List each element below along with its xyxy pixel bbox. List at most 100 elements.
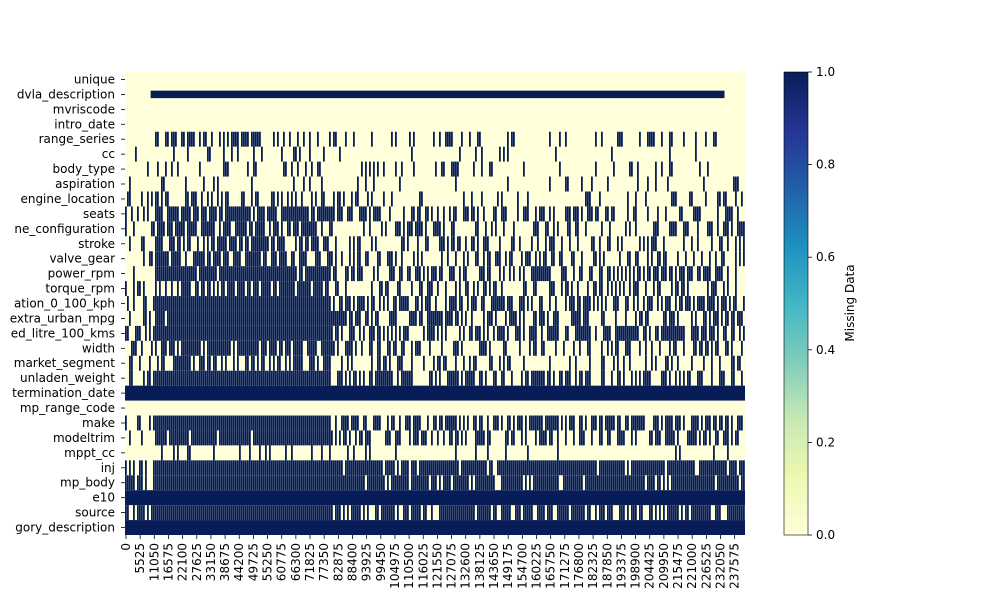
heatmap-cell [303,430,305,446]
heatmap-cell [523,325,525,341]
heatmap-cell [661,460,663,476]
heatmap-cell [191,221,193,237]
x-tick-label: 116025 [416,543,430,589]
heatmap-cell [267,325,269,341]
heatmap-cell [619,430,621,446]
heatmap-cell [451,505,453,521]
heatmap-cell [165,251,167,267]
heatmap-cell [477,236,479,252]
heatmap-cell [575,206,577,222]
heatmap-cell [243,191,245,207]
heatmap-cell [185,430,187,446]
heatmap-cell [693,251,695,267]
heatmap-cell [563,505,565,521]
heatmap-cell [515,505,517,521]
heatmap-cell [485,281,487,297]
heatmap-cell [631,370,633,386]
heatmap-cell [241,430,243,446]
heatmap-cell [429,281,431,297]
heatmap-cell [195,281,197,297]
heatmap-row [129,355,741,371]
heatmap-cell [337,206,339,222]
heatmap-cell [719,370,721,386]
heatmap-cell [465,370,467,386]
y-tick-label: unladen_weight [20,371,115,385]
heatmap-cell [247,236,249,252]
heatmap-cell [207,415,209,431]
heatmap-cell [723,296,725,311]
heatmap-cell [709,430,711,446]
heatmap-cell [513,266,515,282]
heatmap-cell [467,251,469,267]
heatmap-cell [639,131,641,147]
heatmap-cell [377,370,379,386]
heatmap-cell [555,310,557,326]
heatmap-cell [701,251,703,267]
heatmap-cell [503,146,505,162]
heatmap-cell [571,310,573,326]
heatmap-cell [293,266,295,282]
heatmap-cell [361,340,363,356]
heatmap-cell [387,340,389,356]
heatmap-cell [267,475,269,491]
heatmap-cell [177,221,179,237]
heatmap-cell [311,355,313,371]
heatmap-cell [667,325,669,341]
heatmap-cell [539,370,541,386]
heatmap-cell [307,415,309,431]
heatmap-cell [155,370,157,386]
heatmap-cell [583,430,585,446]
heatmap-cell [349,370,351,386]
heatmap-cell [197,281,199,297]
heatmap-cell [175,221,177,237]
heatmap-cell [429,296,431,311]
heatmap-cell [239,206,241,222]
heatmap-cell [329,296,331,311]
heatmap-cell [249,445,251,461]
heatmap-cell [171,370,173,386]
heatmap-cell [533,475,535,491]
heatmap-cell [273,340,275,356]
heatmap-cell [195,475,197,491]
heatmap-cell [697,370,699,386]
heatmap-cell [379,251,381,267]
heatmap-cell [731,221,733,237]
heatmap-cell [435,310,437,326]
heatmap-cell [519,296,521,311]
heatmap-cell [215,340,217,356]
heatmap-cell [241,281,243,297]
heatmap-cell [207,191,209,207]
heatmap-cell [481,146,483,162]
heatmap-cell [555,325,557,341]
heatmap-cell [673,310,675,326]
heatmap-cell [231,281,233,297]
heatmap-cell [609,475,611,491]
heatmap-cell [299,281,301,297]
heatmap-cell [219,221,221,237]
heatmap-cell [719,191,721,207]
heatmap-cell [141,475,143,491]
heatmap-cell [167,266,169,282]
heatmap-cell [547,505,549,521]
heatmap-cell [507,146,509,162]
heatmap-cell [273,296,275,311]
heatmap-cell [539,266,541,282]
heatmap-cell [505,475,507,491]
heatmap-cell [283,505,285,521]
heatmap-cell [307,206,309,222]
heatmap-cell [425,430,427,446]
heatmap-cell [455,370,457,386]
heatmap-cell [167,370,169,386]
heatmap-cell [317,251,319,267]
heatmap-cell [511,131,513,147]
heatmap-cell [161,236,163,252]
heatmap-cell [259,505,261,521]
heatmap-cell [297,131,299,147]
heatmap-cell [375,236,377,252]
heatmap-cell [231,460,233,476]
heatmap-cell [421,430,423,446]
heatmap-cell [481,415,483,431]
heatmap-cell [335,251,337,267]
heatmap-cell [171,251,173,267]
heatmap-cell [283,460,285,476]
